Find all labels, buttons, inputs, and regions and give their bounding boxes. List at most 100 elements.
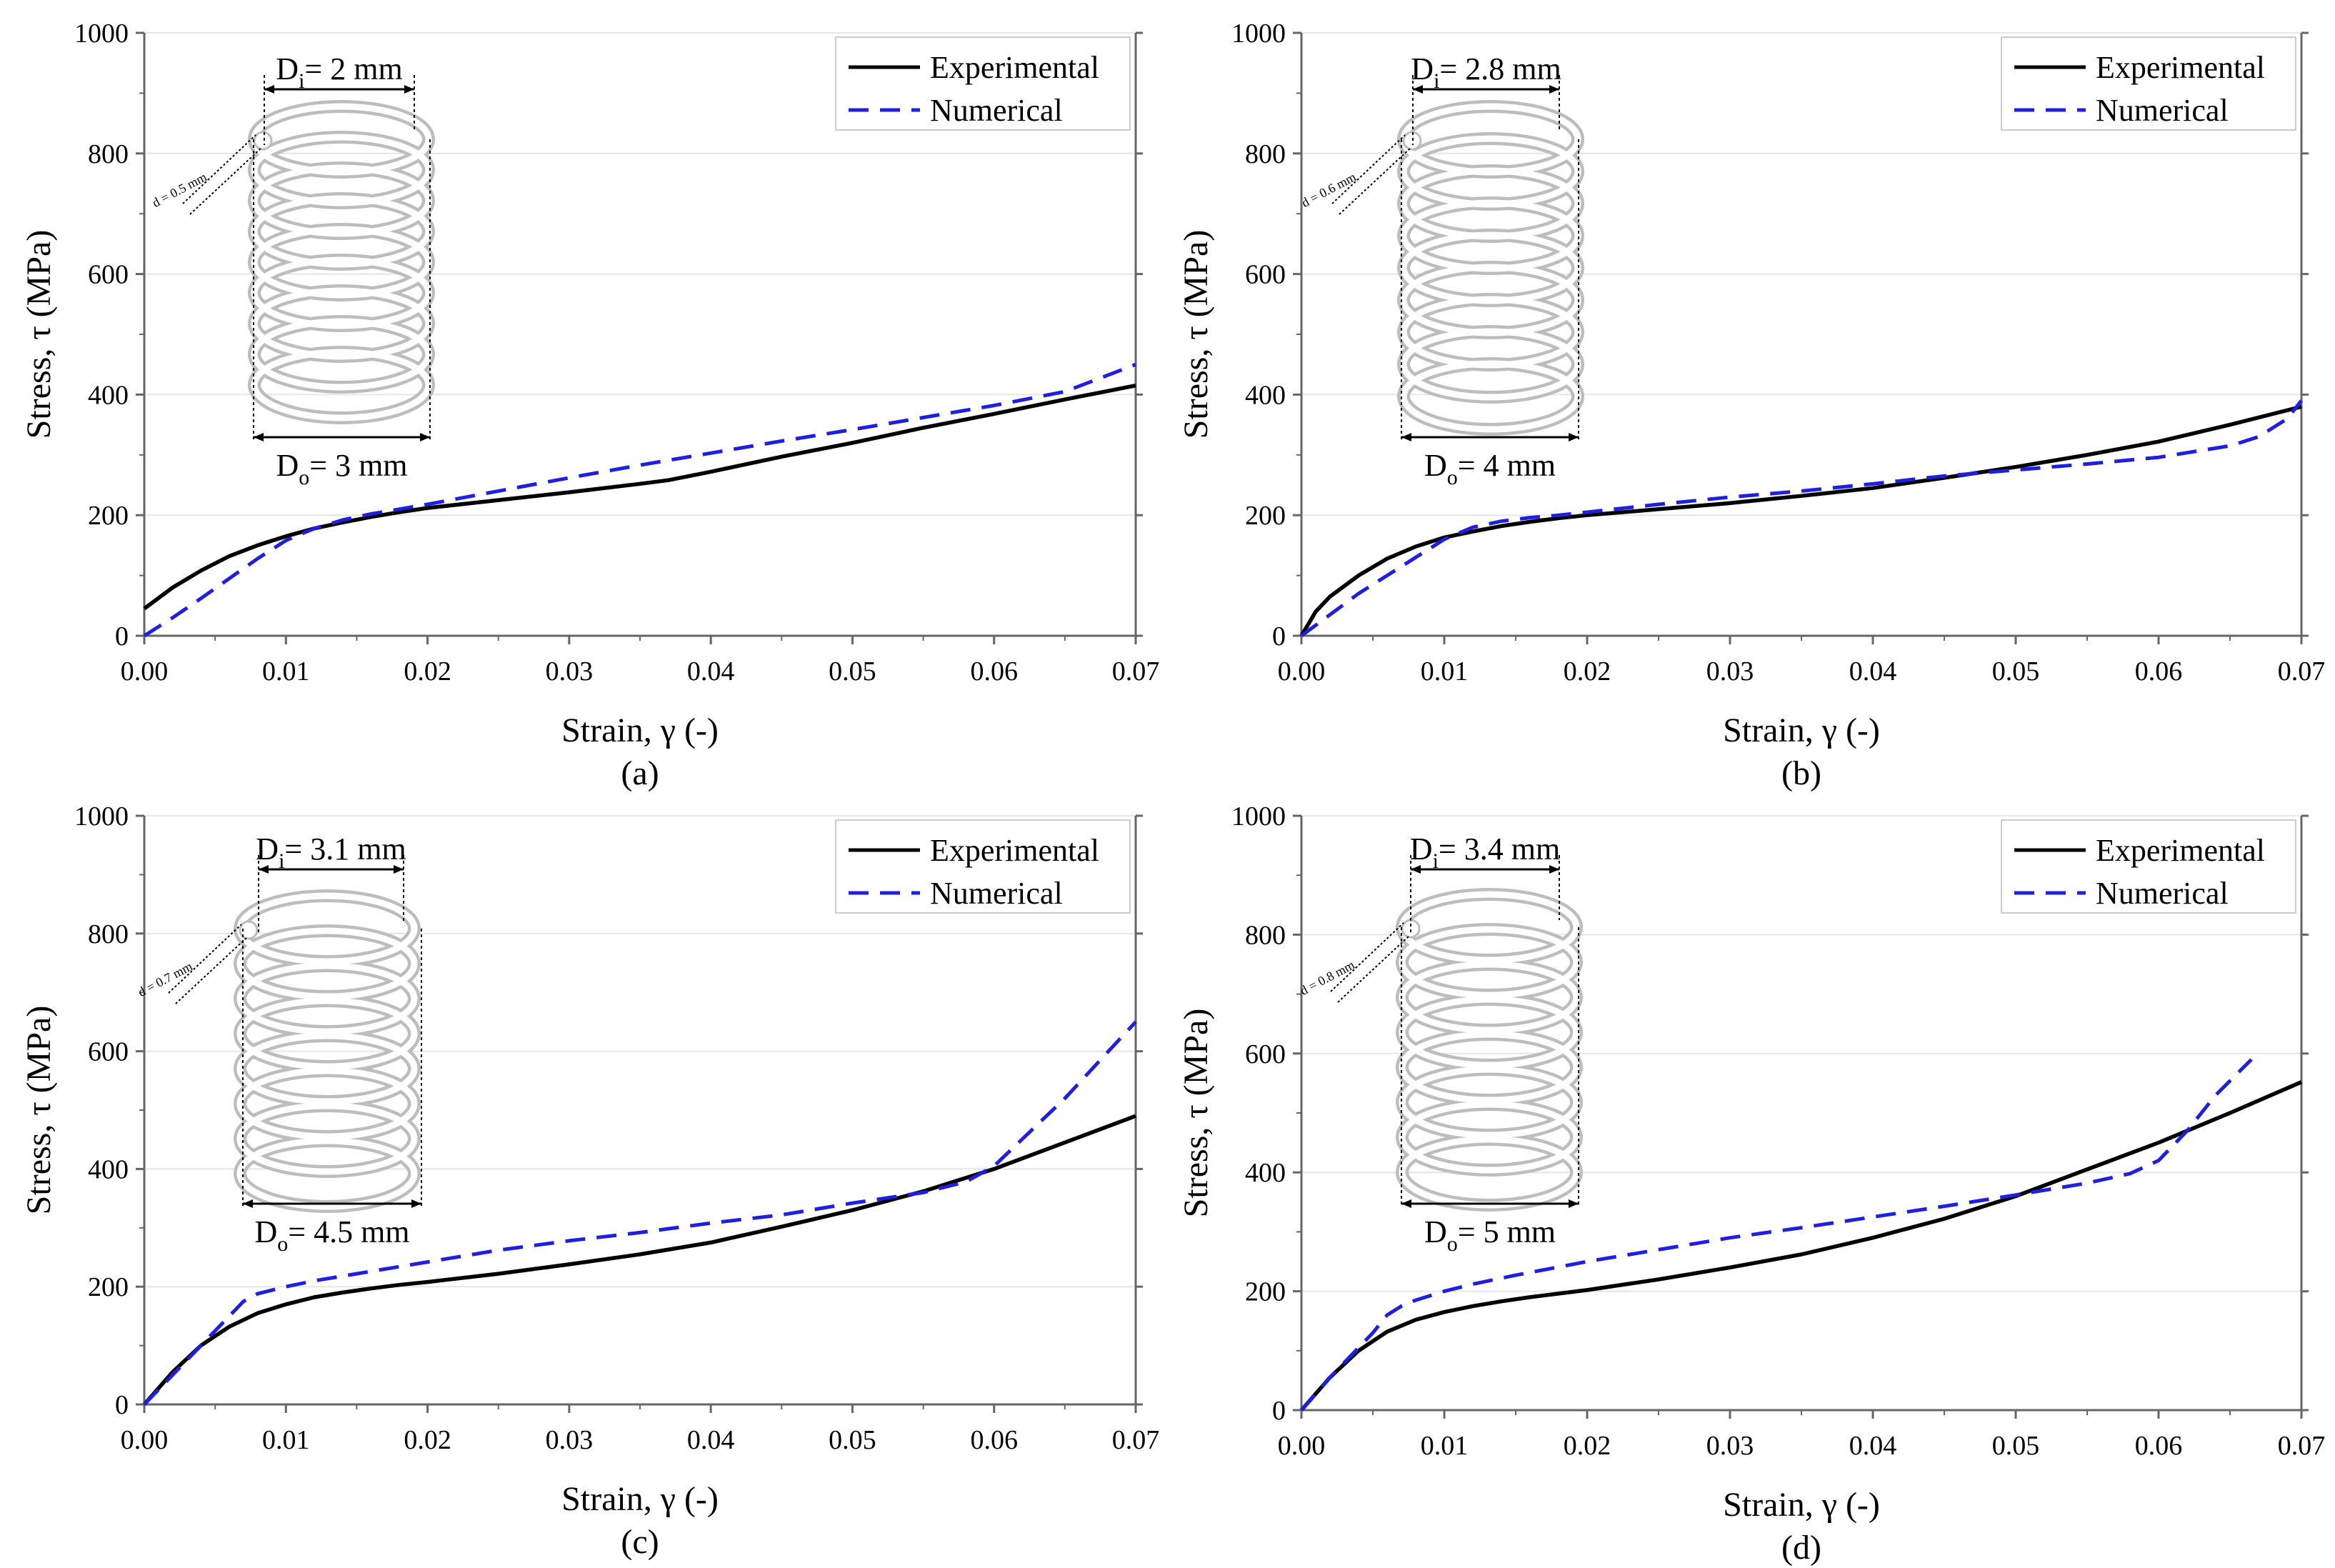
legend: Experimental Numerical <box>2001 36 2296 131</box>
x-tick-label: 0.04 <box>687 1425 735 1455</box>
series-line-experimental <box>1299 1080 2303 1412</box>
x-tick-label: 0.03 <box>546 1425 594 1455</box>
x-tick-label: 0.07 <box>2278 656 2326 686</box>
wire-guide <box>182 134 256 204</box>
di-value: = 2 mm <box>304 51 402 86</box>
arrow-head <box>404 85 414 94</box>
x-tick-label: 0.05 <box>829 1425 876 1455</box>
y-tick-label: 0 <box>115 1390 129 1420</box>
y-axis-title: Stress, τ (MPa) <box>1177 230 1215 439</box>
x-tick-label: 0.02 <box>404 1425 451 1455</box>
legend-box <box>835 36 1131 131</box>
legend-box <box>2001 819 2296 914</box>
arrow-head <box>394 865 404 874</box>
arrow-head <box>1401 1199 1411 1208</box>
y-tick-label: 600 <box>88 1037 129 1067</box>
x-axis-title: Strain, γ (-) <box>561 1480 719 1518</box>
x-tick-label: 0.00 <box>121 1425 169 1455</box>
x-tick-label: 0.02 <box>1564 1431 1611 1461</box>
x-tick-label: 0.00 <box>121 656 169 686</box>
y-tick-label: 800 <box>88 919 129 949</box>
y-tick-label: 400 <box>88 380 129 410</box>
outer-diameter-label: Do= 5 mm <box>1424 1214 1556 1256</box>
spring-coil-highlight <box>236 1067 418 1140</box>
y-axis-title: Stress, τ (MPa) <box>20 1006 58 1215</box>
x-tick-label: 0.05 <box>829 656 876 686</box>
y-tick-label: 0 <box>1272 1396 1286 1426</box>
y-tick-label: 600 <box>88 260 129 290</box>
wire-section <box>253 131 273 151</box>
arrow-head <box>254 433 264 441</box>
outer-diameter-label: Do= 4.5 mm <box>254 1214 409 1256</box>
di-subscript: i <box>1433 849 1439 873</box>
y-tick-label: 200 <box>88 501 129 531</box>
x-tick-label: 0.00 <box>1278 656 1326 686</box>
x-tick-label: 0.03 <box>546 656 594 686</box>
do-symbol: D <box>1424 1214 1447 1249</box>
di-value: = 2.8 mm <box>1439 51 1561 86</box>
y-tick-label: 600 <box>1245 1039 1286 1069</box>
x-tick-label: 0.04 <box>1849 656 1897 686</box>
wire-guide <box>168 924 242 994</box>
x-tick-label: 0.03 <box>1706 656 1754 686</box>
y-tick-label: 200 <box>1245 501 1286 531</box>
do-symbol: D <box>254 1214 277 1249</box>
spring-coil-highlight <box>1399 1101 1580 1174</box>
y-tick-label: 800 <box>88 139 129 169</box>
arrow-head <box>243 1199 253 1208</box>
legend: Experimental Numerical <box>835 36 1131 131</box>
y-tick-label: 1000 <box>74 19 129 49</box>
panel-label: (a) <box>621 754 659 792</box>
legend: Experimental Numerical <box>2001 819 2296 914</box>
series-line-numerical <box>143 362 1136 638</box>
legend-label: Experimental <box>930 833 1099 868</box>
arrow-head <box>1411 865 1421 874</box>
arrow-head <box>1413 85 1423 94</box>
spring-coil-highlight <box>236 927 418 1000</box>
y-tick-label: 800 <box>1245 139 1286 169</box>
x-tick-label: 0.03 <box>1706 1431 1754 1461</box>
do-subscript: o <box>277 1232 288 1256</box>
do-value: = 5 mm <box>1458 1214 1556 1249</box>
do-subscript: o <box>1447 1232 1458 1256</box>
arrow-head <box>1569 433 1579 441</box>
y-tick-label: 800 <box>1245 920 1286 950</box>
legend-label: Experimental <box>930 50 1099 85</box>
series-line-numerical <box>1300 1058 2253 1412</box>
series-line-numerical <box>1300 399 2303 638</box>
di-subscript: i <box>299 69 304 93</box>
arrow-head <box>264 85 274 94</box>
do-symbol: D <box>1424 448 1447 483</box>
arrow-head <box>1401 433 1411 441</box>
x-tick-label: 0.01 <box>262 1425 310 1455</box>
do-value: = 4.5 mm <box>288 1214 409 1249</box>
y-tick-label: 1000 <box>1231 19 1286 49</box>
legend-box <box>835 819 1131 914</box>
legend-label: Experimental <box>2096 50 2265 85</box>
legend-label: Numerical <box>930 93 1063 128</box>
spring-coil-highlight <box>251 318 432 391</box>
do-value: = 4 mm <box>1458 448 1556 483</box>
panel-label: (c) <box>621 1523 659 1561</box>
di-symbol: D <box>256 832 279 867</box>
di-symbol: D <box>1410 832 1433 867</box>
y-axis-title: Stress, τ (MPa) <box>1177 1009 1215 1218</box>
spring-coil-highlight <box>251 256 432 329</box>
y-tick-label: 1000 <box>1231 802 1286 832</box>
di-symbol: D <box>1411 51 1434 86</box>
di-subscript: i <box>279 849 284 873</box>
x-tick-label: 0.06 <box>2135 656 2183 686</box>
x-axis-title: Strain, γ (-) <box>561 711 719 749</box>
panel-label: (b) <box>1781 754 1821 792</box>
panel-label: (d) <box>1781 1529 1821 1567</box>
arrow-head <box>1569 1199 1579 1208</box>
chart-panel-c: 0 200 400 600 800 1000 0.00 0.01 0.02 0.03 0.04 0.0… <box>20 802 1159 1561</box>
legend-label: Numerical <box>2096 93 2229 128</box>
y-tick-label: 200 <box>88 1272 129 1302</box>
legend-label: Experimental <box>2096 833 2265 868</box>
x-tick-label: 0.02 <box>404 656 451 686</box>
